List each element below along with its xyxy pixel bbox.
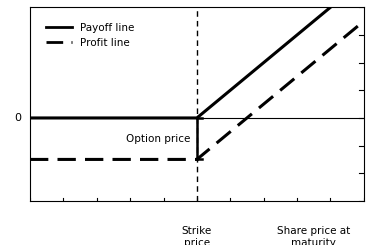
Line: Payoff line: Payoff line	[30, 0, 364, 118]
Legend: Payoff line, Profit line: Payoff line, Profit line	[42, 18, 139, 52]
Profit line	[195, 158, 199, 161]
Text: 0: 0	[15, 113, 22, 123]
Text: Strike
price: Strike price	[182, 226, 212, 245]
Profit line	[362, 20, 366, 23]
Text: Option price: Option price	[126, 134, 190, 144]
Text: Share price at
maturity: Share price at maturity	[277, 226, 350, 245]
Payoff line	[195, 116, 199, 119]
Payoff line	[28, 116, 32, 119]
Line: Profit line: Profit line	[30, 21, 364, 159]
Profit line	[28, 158, 32, 161]
